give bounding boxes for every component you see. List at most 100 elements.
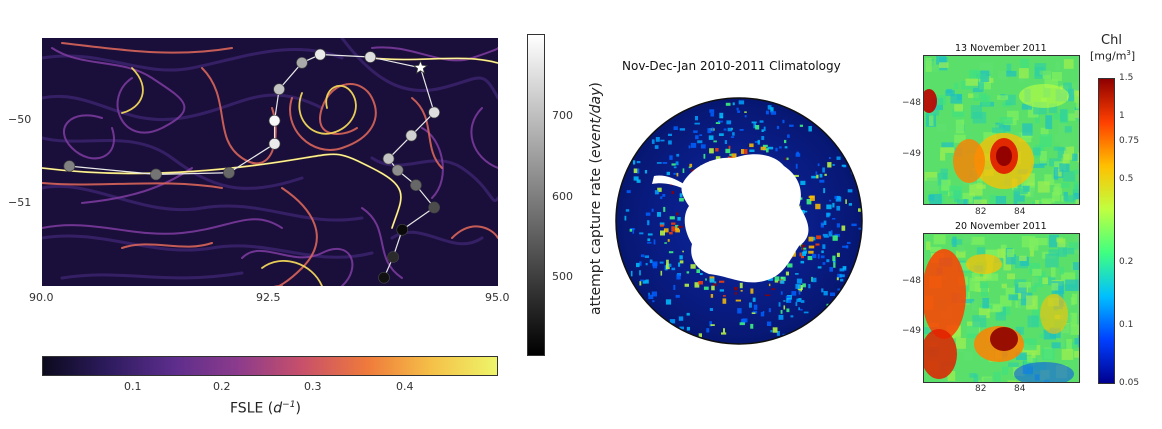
chl-bloom [924, 89, 937, 113]
chl-cell [1069, 324, 1079, 335]
chl-cell [968, 69, 980, 80]
chlorophyll-patch [710, 324, 715, 326]
chl-tick-1: 1 [1119, 111, 1125, 121]
chlorophyll-patch [677, 217, 681, 221]
chlorophyll-patch [761, 136, 765, 140]
chl-cell [1053, 167, 1059, 180]
chl-cell [1047, 276, 1056, 286]
chl-cell [1063, 82, 1072, 96]
chl-cell [1013, 188, 1028, 195]
chl-cell [1079, 103, 1080, 108]
chlorophyll-patch [728, 145, 731, 149]
chlorophyll-patch [660, 139, 665, 142]
chlorophyll-patch [715, 122, 721, 124]
chl-cell [1059, 267, 1065, 275]
chlorophyll-patch [686, 312, 690, 316]
chl-cell [924, 327, 938, 334]
chlorophyll-patch [786, 308, 790, 313]
chlorophyll-patch [796, 298, 801, 302]
chl-cell [1071, 293, 1078, 305]
chlorophyll-patch [808, 236, 814, 242]
chl-cell [1060, 134, 1070, 147]
mini-map-2-y-tick-2: −49 [902, 326, 921, 336]
chl-cell [1003, 121, 1011, 132]
chl-cell [999, 117, 1013, 125]
chlorophyll-patch [762, 144, 768, 148]
trajectory-point [428, 106, 440, 119]
chlorophyll-patch [734, 292, 738, 295]
chl-cell [973, 374, 979, 382]
chlorophyll-patch [840, 278, 844, 282]
chl-cell [976, 184, 986, 189]
chlorophyll-patch [780, 291, 783, 295]
chlorophyll-patch [675, 224, 679, 229]
fsle-map-panel [42, 38, 498, 286]
chl-cell [1035, 113, 1040, 124]
fsle-map-x-tick-1: 90.0 [29, 291, 54, 304]
mini-map-2-y-tick-1: −48 [902, 276, 921, 286]
chl-cell [969, 278, 980, 292]
chlorophyll-patch [754, 141, 760, 143]
capture-tick-700: 700 [552, 109, 573, 122]
capture-rate-label: attempt capture rate (event/day) [588, 82, 604, 315]
climatology-map-panel [614, 96, 864, 346]
chl-cell [1005, 287, 1015, 296]
chlorophyll-patch [811, 276, 813, 282]
chl-cell [1068, 242, 1079, 250]
chlorophyll-patch [822, 167, 825, 173]
chlorophyll-patch [651, 291, 657, 297]
chl-cell [1042, 277, 1049, 284]
chl-cell [1045, 115, 1053, 130]
chlorophyll-patch [642, 280, 646, 284]
chlorophyll-patch [824, 173, 827, 176]
chlorophyll-patch [785, 157, 787, 161]
chlorophyll-patch [798, 290, 801, 295]
chl-cell [936, 95, 947, 105]
chl-cell [993, 372, 1001, 382]
chlorophyll-patch [823, 188, 826, 194]
chlorophyll-patch [626, 190, 631, 194]
chl-cell [1001, 283, 1007, 289]
chlorophyll-patch [715, 156, 721, 160]
chl-cell [946, 88, 953, 94]
chl-cell [971, 236, 985, 245]
mini-map-1-x-tick-2: 84 [1014, 207, 1026, 217]
chlorophyll-patch [675, 227, 680, 231]
chl-cell [961, 298, 975, 304]
chlorophyll-patch [703, 153, 706, 159]
chlorophyll-patch [763, 126, 766, 132]
chlorophyll-patch [647, 238, 651, 242]
chlorophyll-patch [798, 287, 802, 292]
chl-cell [937, 173, 948, 186]
chlorophyll-patch [679, 255, 683, 260]
chlorophyll-patch [676, 274, 681, 280]
fsle-map-x-tick-3: 95.0 [485, 291, 510, 304]
chlorophyll-patch [837, 273, 842, 278]
chlorophyll-patch [740, 290, 743, 292]
chl-cell [966, 202, 974, 204]
chlorophyll-patch [742, 318, 748, 323]
chl-cell [926, 241, 931, 250]
chl-cell [954, 325, 961, 337]
chl-cell [1073, 235, 1079, 244]
chlorophyll-patch [699, 134, 703, 136]
fsle-map-x-tick-2: 92.5 [256, 291, 281, 304]
chlorophyll-patch [711, 127, 714, 132]
chlorophyll-patch [828, 231, 833, 237]
chlorophyll-patch [755, 125, 760, 130]
trajectory-point [410, 179, 422, 191]
chl-cell [980, 282, 988, 297]
chlorophyll-patch [834, 195, 839, 199]
chl-cell [997, 248, 1006, 259]
chlorophyll-patch [801, 255, 804, 259]
chl-cell [969, 373, 977, 378]
chlorophyll-patch [793, 174, 799, 177]
chl-cell [1076, 97, 1079, 109]
chlorophyll-patch [719, 289, 724, 292]
chlorophyll-patch [694, 282, 700, 288]
chl-cell [1063, 248, 1075, 255]
chlorophyll-patches [624, 100, 862, 344]
chlorophyll-patch [800, 308, 803, 311]
chl-cell [1031, 163, 1045, 168]
chlorophyll-patch [826, 204, 832, 210]
